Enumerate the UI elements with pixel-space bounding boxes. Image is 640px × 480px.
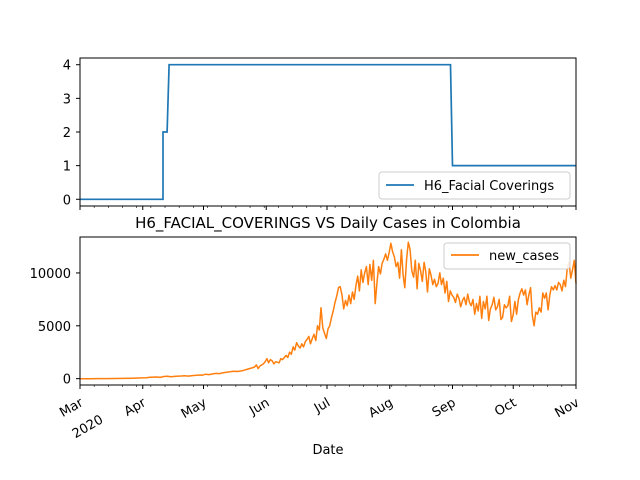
top-y-ticks: 0 1 2 3 4 — [63, 59, 80, 208]
top-y-tick-label: 2 — [63, 126, 71, 141]
bottom-y-tick-label: 5000 — [38, 320, 71, 335]
series-line-new-cases — [80, 241, 577, 380]
bottom-legend-label: new_cases — [489, 249, 559, 264]
bottom-chart-title: H6_FACIAL_COVERINGS VS Daily Cases in Co… — [135, 214, 521, 233]
top-legend-box — [378, 171, 571, 200]
top-y-tick-label: 3 — [63, 92, 71, 107]
top-subplot: 0 1 2 3 4 H6_Facial Coverings — [63, 57, 577, 210]
bottom-y-ticks: 0 5000 10000 — [30, 267, 80, 388]
top-legend-label: H6_Facial Coverings — [424, 179, 554, 194]
bottom-legend: new_cases — [443, 242, 571, 270]
bottom-y-tick-label: 10000 — [30, 267, 71, 282]
series-line-h6-facial-coverings — [80, 63, 576, 201]
bottom-series-group — [80, 241, 577, 380]
top-x-ticks — [79, 206, 577, 210]
bottom-legend-box — [443, 242, 571, 270]
top-legend: H6_Facial Coverings — [378, 171, 571, 200]
bottom-axes-frame — [79, 236, 577, 386]
top-y-tick-label: 1 — [63, 160, 71, 175]
top-y-tick-label: 0 — [63, 193, 71, 208]
month-tick-label: Jul — [311, 395, 333, 416]
x-axis-label: Date — [312, 443, 343, 458]
bottom-y-tick-label: 0 — [63, 373, 71, 388]
top-series-group — [80, 63, 576, 201]
top-y-tick-label: 4 — [63, 59, 71, 74]
